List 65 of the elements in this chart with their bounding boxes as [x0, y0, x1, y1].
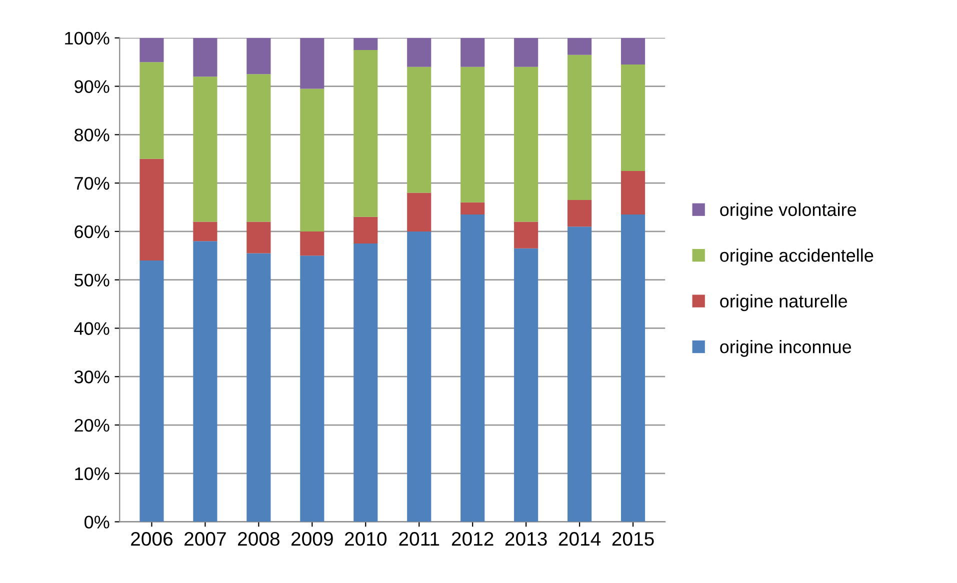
- legend-label: origine naturelle: [720, 294, 848, 312]
- bar: [407, 66, 432, 193]
- bar: [514, 66, 538, 222]
- x-tick-label: 2015: [612, 532, 654, 546]
- bar: [568, 54, 592, 200]
- x-tick-label: 2006: [131, 532, 172, 546]
- bar: [300, 38, 324, 89]
- y-tick-label: 90%: [74, 80, 110, 94]
- bar: [140, 260, 164, 522]
- bar: [300, 231, 324, 256]
- bar: [354, 244, 378, 522]
- legend-label: origine inconnue: [720, 340, 852, 357]
- bar: [407, 192, 432, 232]
- bar: [460, 66, 485, 202]
- bar: [140, 38, 164, 62]
- y-tick-label: 20%: [74, 418, 110, 432]
- bar: [514, 248, 538, 522]
- bar: [620, 170, 646, 215]
- y-tick-label: 0%: [84, 516, 110, 529]
- bar: [620, 38, 646, 65]
- bar: [193, 38, 218, 77]
- x-tick-label: 2008: [238, 532, 280, 546]
- bar: [246, 74, 271, 222]
- bar: [193, 241, 218, 522]
- bar: [354, 38, 378, 50]
- y-tick-label: 60%: [74, 225, 110, 238]
- legend-label: origine accidentelle: [720, 248, 874, 266]
- bar: [193, 222, 218, 242]
- x-tick-label: 2013: [505, 532, 547, 546]
- y-tick-label: 50%: [74, 274, 110, 287]
- y-tick-label: 70%: [74, 176, 110, 190]
- bar: [514, 38, 538, 67]
- legend-label: origine volontaire: [720, 202, 856, 220]
- bar: [193, 76, 218, 222]
- x-tick-label: 2014: [558, 532, 601, 546]
- bar: [407, 38, 432, 67]
- y-tick-label: 30%: [74, 370, 110, 384]
- bar: [300, 88, 324, 232]
- bar: [246, 38, 271, 74]
- x-tick-label: 2012: [452, 532, 494, 546]
- x-tick-label: 2007: [184, 532, 226, 546]
- bar: [568, 226, 592, 522]
- bar: [568, 38, 592, 55]
- bar: [514, 222, 538, 248]
- bar: [300, 256, 324, 522]
- x-tick-label: 2009: [292, 532, 333, 546]
- bar: [140, 158, 164, 260]
- bar: [246, 222, 271, 254]
- y-tick-label: 40%: [74, 322, 110, 335]
- bar: [620, 214, 646, 522]
- bar: [246, 253, 271, 522]
- bar: [460, 214, 485, 522]
- y-tick-label: 100%: [65, 32, 110, 45]
- bar: [354, 216, 378, 244]
- bar: [354, 50, 378, 217]
- bar: [460, 202, 485, 215]
- y-tick-label: 10%: [75, 467, 110, 480]
- bar: [460, 38, 485, 67]
- bar: [407, 231, 432, 522]
- bar: [140, 62, 164, 159]
- bar: [620, 64, 646, 171]
- x-tick-label: 2010: [344, 532, 386, 546]
- bar: [568, 200, 592, 227]
- x-tick-label: 2011: [399, 532, 440, 546]
- y-tick-label: 80%: [74, 128, 110, 142]
